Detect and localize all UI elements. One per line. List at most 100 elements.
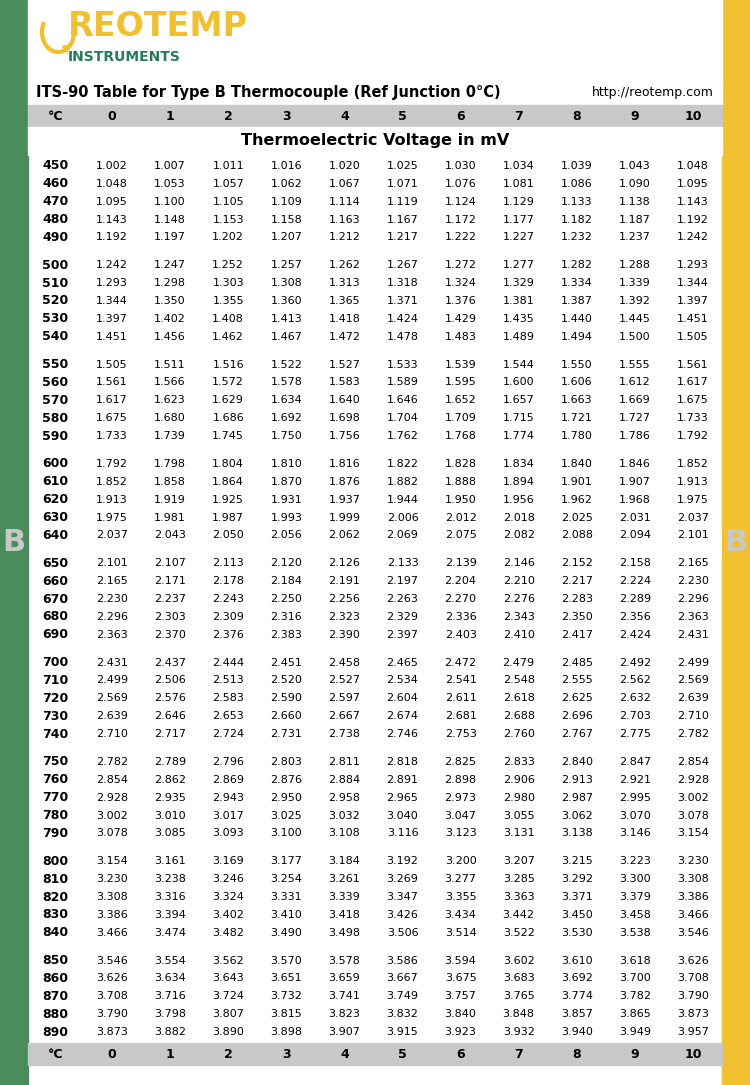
Text: 1.527: 1.527 (328, 359, 360, 370)
Text: 1.617: 1.617 (96, 395, 128, 406)
Text: 860: 860 (43, 972, 68, 985)
Text: 2.520: 2.520 (271, 676, 302, 686)
Text: 3.757: 3.757 (445, 992, 476, 1001)
Text: 3.546: 3.546 (677, 928, 709, 937)
Text: 1.864: 1.864 (212, 476, 244, 487)
Text: 1.516: 1.516 (212, 359, 244, 370)
Text: 3.716: 3.716 (154, 992, 186, 1001)
Text: 2.921: 2.921 (619, 775, 651, 784)
Text: 1.786: 1.786 (619, 431, 651, 442)
Text: 1.095: 1.095 (96, 196, 128, 206)
Text: 1.692: 1.692 (271, 413, 302, 423)
Text: 3.466: 3.466 (96, 928, 128, 937)
Text: 1.163: 1.163 (328, 215, 360, 225)
Text: 1.792: 1.792 (677, 431, 709, 442)
Text: 3.426: 3.426 (386, 910, 418, 920)
Text: 3.215: 3.215 (561, 856, 592, 866)
Text: 1.870: 1.870 (271, 476, 302, 487)
Text: 2.548: 2.548 (503, 676, 535, 686)
Text: 2.458: 2.458 (328, 658, 361, 667)
Text: 3.138: 3.138 (561, 829, 592, 839)
Bar (28, 80, 722, 105)
Text: 2.363: 2.363 (96, 629, 128, 640)
Text: 770: 770 (42, 791, 69, 804)
Text: 3.610: 3.610 (561, 956, 592, 966)
Text: 3.047: 3.047 (445, 810, 476, 820)
Text: 3.749: 3.749 (386, 992, 418, 1001)
Text: 740: 740 (42, 728, 69, 741)
Text: 2.283: 2.283 (561, 593, 592, 604)
Text: 2.660: 2.660 (271, 711, 302, 722)
Text: 2.789: 2.789 (154, 757, 186, 767)
Text: 1.555: 1.555 (619, 359, 651, 370)
Text: 2.862: 2.862 (154, 775, 186, 784)
Text: 3.643: 3.643 (212, 973, 244, 983)
Text: 880: 880 (43, 1008, 68, 1021)
Text: 1.561: 1.561 (96, 378, 128, 387)
Text: 3.857: 3.857 (561, 1009, 592, 1019)
Text: 7: 7 (514, 110, 523, 123)
Text: 2.410: 2.410 (503, 629, 535, 640)
Text: 4: 4 (340, 1047, 349, 1060)
Text: 1.852: 1.852 (96, 476, 128, 487)
Text: 5: 5 (398, 1047, 406, 1060)
Text: 3.254: 3.254 (271, 875, 302, 884)
Text: 1.148: 1.148 (154, 215, 186, 225)
Text: 1.566: 1.566 (154, 378, 186, 387)
Text: 2.309: 2.309 (212, 612, 244, 622)
Text: 1.981: 1.981 (154, 512, 186, 523)
Text: 3.915: 3.915 (387, 1027, 418, 1037)
Text: 3.363: 3.363 (503, 892, 535, 902)
Text: 2.681: 2.681 (445, 711, 476, 722)
Text: 3.285: 3.285 (503, 875, 535, 884)
Text: 3.514: 3.514 (445, 928, 476, 937)
Text: 1.810: 1.810 (271, 459, 302, 469)
Bar (28, 127, 722, 155)
Text: 3.626: 3.626 (96, 973, 128, 983)
Text: 3.116: 3.116 (387, 829, 418, 839)
Text: 1.007: 1.007 (154, 161, 186, 171)
Text: 1.043: 1.043 (619, 161, 651, 171)
Text: 1.629: 1.629 (212, 395, 244, 406)
Text: 460: 460 (43, 177, 68, 190)
Text: 1.222: 1.222 (445, 232, 476, 242)
Text: 3.700: 3.700 (619, 973, 651, 983)
Text: 4: 4 (340, 110, 349, 123)
Text: 3.223: 3.223 (619, 856, 651, 866)
Text: 2.710: 2.710 (677, 711, 709, 722)
Text: 1.242: 1.242 (677, 232, 709, 242)
Text: 1.544: 1.544 (503, 359, 535, 370)
Text: 1.267: 1.267 (386, 260, 418, 270)
Text: B: B (2, 528, 26, 557)
Text: 2.403: 2.403 (445, 629, 476, 640)
Text: 2.767: 2.767 (561, 729, 592, 739)
Text: 2.243: 2.243 (212, 593, 244, 604)
Text: 1.339: 1.339 (619, 278, 651, 289)
Text: 1.129: 1.129 (503, 196, 535, 206)
Text: 2.987: 2.987 (561, 793, 592, 803)
Text: 520: 520 (42, 294, 69, 307)
Text: 1.360: 1.360 (271, 296, 302, 306)
Text: 2.431: 2.431 (677, 629, 709, 640)
Text: 830: 830 (43, 908, 68, 921)
Text: 1.232: 1.232 (561, 232, 592, 242)
Text: 2.037: 2.037 (677, 512, 709, 523)
Text: 1.768: 1.768 (445, 431, 476, 442)
Text: 3.108: 3.108 (328, 829, 360, 839)
Text: 1.114: 1.114 (328, 196, 360, 206)
Text: 1.680: 1.680 (154, 413, 186, 423)
Text: 2.126: 2.126 (328, 559, 360, 569)
Text: 3.192: 3.192 (386, 856, 418, 866)
Text: 1.852: 1.852 (677, 459, 709, 469)
Text: 2.224: 2.224 (619, 576, 651, 586)
Text: INSTRUMENTS: INSTRUMENTS (68, 50, 181, 64)
Text: 2.891: 2.891 (386, 775, 418, 784)
Text: 2.632: 2.632 (619, 693, 651, 703)
Text: 2.069: 2.069 (386, 531, 418, 540)
Text: 1.435: 1.435 (503, 314, 535, 323)
Text: 2.178: 2.178 (212, 576, 244, 586)
Text: 1.733: 1.733 (677, 413, 709, 423)
Text: 1.572: 1.572 (212, 378, 244, 387)
Text: 1.365: 1.365 (328, 296, 360, 306)
Text: 1.086: 1.086 (561, 179, 592, 189)
